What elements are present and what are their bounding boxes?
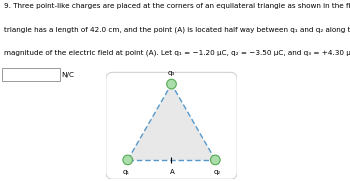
FancyBboxPatch shape: [106, 72, 237, 179]
Text: A: A: [170, 169, 175, 175]
Polygon shape: [128, 84, 215, 160]
Text: magnitude of the electric field at point (A). Let q₁ = −1.20 μC, q₂ = −3.50 μC, : magnitude of the electric field at point…: [4, 50, 350, 56]
Circle shape: [167, 79, 176, 89]
Text: triangle has a length of 42.0 cm, and the point (A) is located half way between : triangle has a length of 42.0 cm, and th…: [4, 26, 350, 33]
Text: q₁: q₁: [122, 169, 130, 175]
Circle shape: [123, 155, 133, 165]
Text: 9. Three point-like charges are placed at the corners of an equilateral triangle: 9. Three point-like charges are placed a…: [4, 3, 350, 9]
FancyBboxPatch shape: [2, 68, 60, 81]
Text: q₃: q₃: [168, 70, 175, 76]
Circle shape: [210, 155, 220, 165]
Text: N/C: N/C: [61, 72, 74, 78]
Text: q₂: q₂: [214, 169, 220, 175]
